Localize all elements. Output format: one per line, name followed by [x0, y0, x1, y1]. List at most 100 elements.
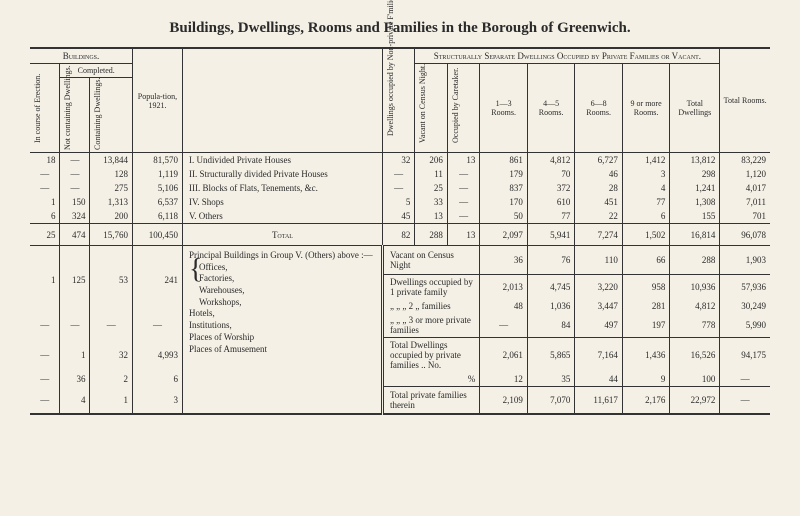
- cell: —: [447, 167, 479, 181]
- cell: 4: [60, 387, 90, 415]
- total-cell: 2,097: [480, 224, 527, 246]
- cell: 33: [415, 195, 447, 209]
- cell: 36: [480, 246, 527, 275]
- cell: —: [720, 372, 770, 387]
- cell: 84: [527, 313, 574, 338]
- cell: 610: [527, 195, 574, 209]
- cell: 7,070: [527, 387, 574, 415]
- hdr-struct: Structurally Separate Dwellings Occupied…: [415, 48, 720, 64]
- cell: —: [30, 313, 60, 338]
- cell: 13,812: [670, 153, 720, 168]
- cell: 11,617: [575, 387, 622, 415]
- cell: 3,220: [575, 275, 622, 300]
- total-cell: 96,078: [720, 224, 770, 246]
- hdr-cont: Containing Dwellings.: [90, 78, 133, 153]
- lr-label: Total Dwellings occupied by private fami…: [382, 338, 479, 373]
- cell: 50: [480, 209, 527, 224]
- cell: —: [382, 181, 414, 195]
- cell: 11: [415, 167, 447, 181]
- cell: 10,936: [670, 275, 720, 300]
- total-cell: 474: [60, 224, 90, 246]
- cell: 2,013: [480, 275, 527, 300]
- cell: 1: [90, 387, 133, 415]
- total-cell: 288: [415, 224, 447, 246]
- cell: —: [30, 181, 60, 195]
- hdr-occcare: Occupied by Caretaker.: [447, 64, 479, 153]
- cell: 241: [132, 246, 182, 314]
- cell: 25: [415, 181, 447, 195]
- cell: 451: [575, 195, 622, 209]
- cell: 70: [527, 167, 574, 181]
- row-label: II. Structurally divided Private Houses: [182, 167, 382, 181]
- cell: 1,241: [670, 181, 720, 195]
- cell: 77: [527, 209, 574, 224]
- total-cell: 1,502: [622, 224, 669, 246]
- cell: 6,727: [575, 153, 622, 168]
- lr-label: Dwellings occupied by 1 private family: [382, 275, 479, 300]
- cell: 1,313: [90, 195, 133, 209]
- cell: 83,229: [720, 153, 770, 168]
- cell: 6: [622, 209, 669, 224]
- cell: 3: [622, 167, 669, 181]
- hdr-r13: 1—3 Rooms.: [480, 64, 527, 153]
- cell: 13: [415, 209, 447, 224]
- cell: 4: [622, 181, 669, 195]
- hdr-r68: 6—8 Rooms.: [575, 64, 622, 153]
- cell: 1,120: [720, 167, 770, 181]
- cell: 778: [670, 313, 720, 338]
- cell: 44: [575, 372, 622, 387]
- cell: 1,412: [622, 153, 669, 168]
- cell: 81,570: [132, 153, 182, 168]
- cell: 110: [575, 246, 622, 275]
- cell: 66: [622, 246, 669, 275]
- cell: 324: [60, 209, 90, 224]
- cell: 36: [60, 372, 90, 387]
- hdr-totrm: Total Rooms.: [720, 48, 770, 153]
- cell: 4,812: [527, 153, 574, 168]
- cell: 4,017: [720, 181, 770, 195]
- cell: 5,865: [527, 338, 574, 373]
- cell: 1: [60, 338, 90, 373]
- cell: —: [60, 153, 90, 168]
- cell: 2,061: [480, 338, 527, 373]
- hdr-r9: 9 or more Rooms.: [622, 64, 669, 153]
- lr-label: Vacant on Census Night: [382, 246, 479, 275]
- hdr-totdw: Total Dwellings: [670, 64, 720, 153]
- cell: —: [60, 313, 90, 338]
- total-cell: 15,760: [90, 224, 133, 246]
- cell: —: [720, 387, 770, 415]
- cell: 13,844: [90, 153, 133, 168]
- cell: 288: [670, 246, 720, 275]
- lr-label: %: [382, 372, 479, 387]
- cell: 32: [90, 338, 133, 373]
- cell: 9: [622, 372, 669, 387]
- total-cell: 7,274: [575, 224, 622, 246]
- cell: 197: [622, 313, 669, 338]
- cell: 1,119: [132, 167, 182, 181]
- cell: 53: [90, 246, 133, 314]
- cell: —: [30, 387, 60, 415]
- cell: 125: [60, 246, 90, 314]
- cell: 281: [622, 299, 669, 313]
- cell: 3: [132, 387, 182, 415]
- cell: —: [90, 313, 133, 338]
- cell: —: [30, 167, 60, 181]
- cell: 16,526: [670, 338, 720, 373]
- total-cell: 16,814: [670, 224, 720, 246]
- cell: 6,537: [132, 195, 182, 209]
- cell: 1,308: [670, 195, 720, 209]
- cell: 958: [622, 275, 669, 300]
- lr-label: Total private families therein: [382, 387, 479, 415]
- cell: 179: [480, 167, 527, 181]
- cell: 1,436: [622, 338, 669, 373]
- cell: 2: [90, 372, 133, 387]
- cell: 4,812: [670, 299, 720, 313]
- cell: 4,745: [527, 275, 574, 300]
- cell: 3,447: [575, 299, 622, 313]
- cell: 2,176: [622, 387, 669, 415]
- hdr-vacantcn: Vacant on Census Night.: [415, 64, 447, 153]
- cell: —: [447, 195, 479, 209]
- total-cell: 100,450: [132, 224, 182, 246]
- cell: 30,249: [720, 299, 770, 313]
- hdr-incourse: In course of Erection.: [30, 64, 60, 153]
